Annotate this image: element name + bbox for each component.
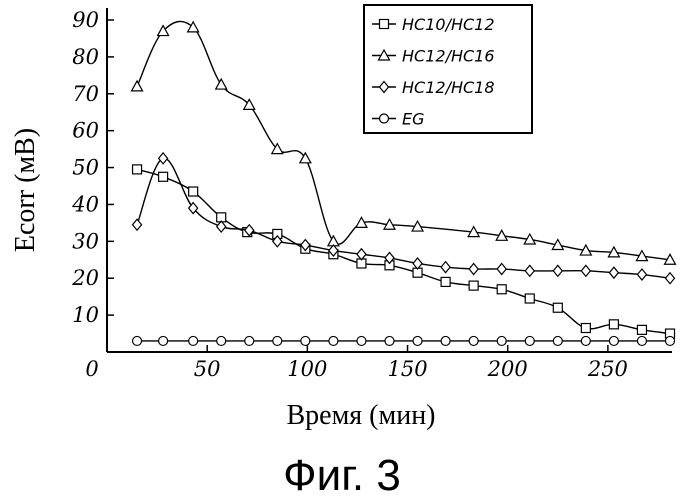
y-tick-label: 50 xyxy=(72,156,99,180)
data-point xyxy=(441,336,450,345)
data-point xyxy=(413,336,422,345)
data-point xyxy=(637,336,646,345)
series-hc12-hc18 xyxy=(133,153,675,284)
x-ticks: 50 100 150 200 250 xyxy=(194,345,628,381)
x-origin-label: 0 xyxy=(85,357,98,381)
y-tick-label: 60 xyxy=(72,119,99,143)
y-tick-label: 20 xyxy=(71,266,99,290)
data-point xyxy=(497,285,506,294)
legend-marker xyxy=(380,114,389,123)
x-tick-label: 50 xyxy=(194,357,221,381)
data-point xyxy=(609,336,618,345)
data-point xyxy=(159,172,168,181)
x-tick-label: 100 xyxy=(287,357,327,381)
series-eg xyxy=(133,336,675,345)
data-point xyxy=(159,336,168,345)
y-tick-label: 10 xyxy=(72,303,99,327)
data-point xyxy=(301,336,310,345)
data-point xyxy=(469,264,478,275)
data-point xyxy=(665,336,674,345)
legend-marker xyxy=(380,20,389,29)
legend-label: HC12/HC16 xyxy=(402,47,495,66)
data-point xyxy=(581,324,590,333)
data-point xyxy=(273,336,282,345)
data-point xyxy=(609,320,618,329)
data-point xyxy=(469,281,478,290)
y-tick-label: 90 xyxy=(72,8,99,32)
legend-label: HC10/HC12 xyxy=(402,15,495,34)
data-point xyxy=(637,325,646,334)
data-point xyxy=(132,81,143,91)
data-point xyxy=(637,269,646,280)
y-tick-label: 40 xyxy=(71,192,99,216)
data-point xyxy=(188,22,199,32)
data-point xyxy=(133,165,142,174)
x-axis-title: Время (мин) xyxy=(286,400,435,431)
data-point xyxy=(441,277,450,286)
y-tick-label: 80 xyxy=(72,45,99,69)
figure-caption: Фиг. 3 xyxy=(283,451,401,500)
data-point xyxy=(329,336,338,345)
data-point xyxy=(525,265,534,276)
y-tick-label: 30 xyxy=(72,229,99,253)
data-point xyxy=(581,336,590,345)
data-point xyxy=(553,303,562,312)
data-point xyxy=(245,336,254,345)
legend: HC10/HC12 HC12/HC16 HC12/HC18 EG xyxy=(364,5,532,133)
data-point xyxy=(217,221,226,232)
data-point xyxy=(133,219,142,230)
x-tick-label: 250 xyxy=(587,357,628,381)
data-point xyxy=(497,264,506,275)
data-point xyxy=(581,265,590,276)
y-tick-label: 70 xyxy=(72,82,99,106)
data-point xyxy=(159,153,168,164)
data-point xyxy=(525,336,534,345)
data-point xyxy=(357,336,366,345)
data-point xyxy=(357,249,366,260)
data-point xyxy=(189,336,198,345)
data-point xyxy=(217,336,226,345)
data-point xyxy=(189,187,198,196)
legend-label: HC12/HC18 xyxy=(402,78,495,97)
data-point xyxy=(497,336,506,345)
data-point xyxy=(553,265,562,276)
legend-label: EG xyxy=(402,110,425,129)
data-point xyxy=(553,336,562,345)
data-point xyxy=(385,336,394,345)
data-point xyxy=(609,267,618,278)
x-tick-label: 150 xyxy=(387,357,427,381)
data-point xyxy=(413,258,422,269)
data-point xyxy=(216,79,227,89)
y-axis-title: Ecorr (мВ) xyxy=(10,128,41,252)
data-point xyxy=(665,273,674,284)
x-tick-label: 200 xyxy=(487,357,528,381)
data-point xyxy=(441,262,450,273)
data-point xyxy=(525,294,534,303)
data-point xyxy=(469,336,478,345)
data-point xyxy=(133,336,142,345)
